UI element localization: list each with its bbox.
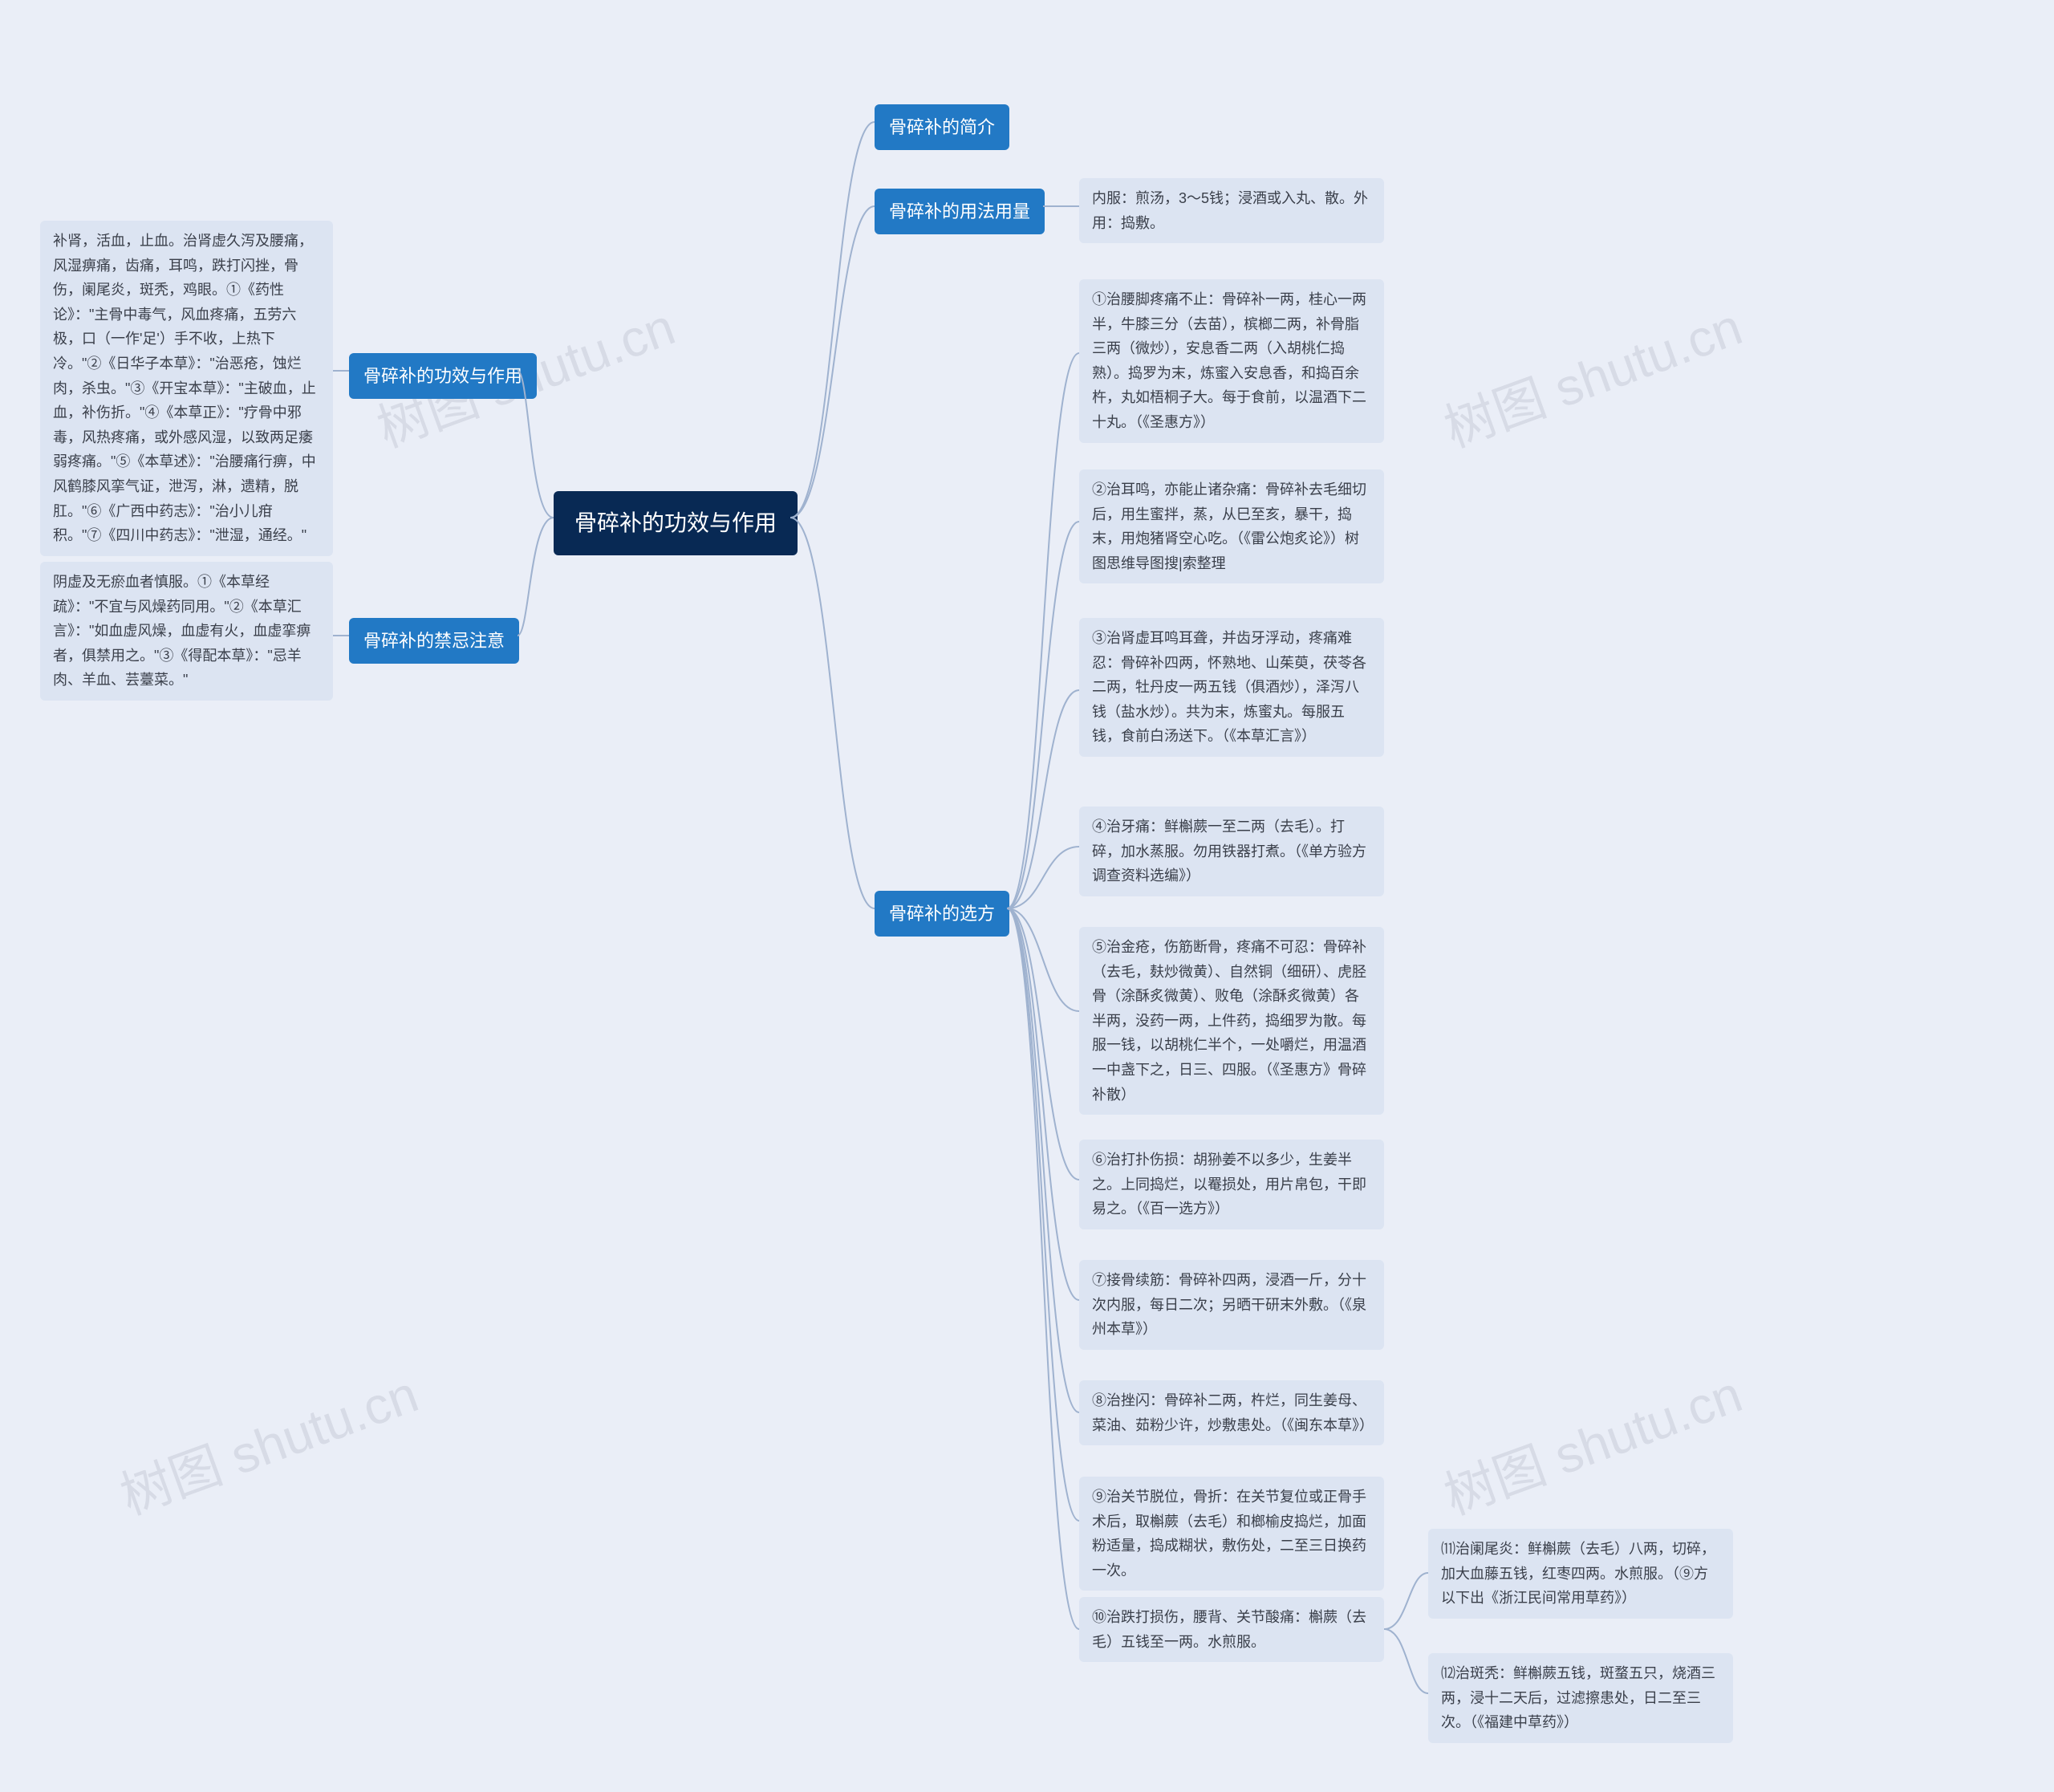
watermark: 树图 shutu.cn	[1433, 286, 1751, 461]
leaf-recipe-6: ⑥治打扑伤损：胡狲姜不以多少，生姜半之。上同捣烂，以罨损处，用片帛包，干即易之。…	[1079, 1140, 1384, 1229]
primary-taboo: 骨碎补的禁忌注意	[349, 618, 519, 664]
primary-intro: 骨碎补的简介	[875, 104, 1009, 150]
primary-effects: 骨碎补的功效与作用	[349, 353, 537, 399]
leaf-recipe-2: ②治耳鸣，亦能止诸杂痛：骨碎补去毛细切后，用生蜜拌，蒸，从巳至亥，暴干，捣末，用…	[1079, 469, 1384, 583]
leaf-recipe-12: ⑿治斑秃：鲜槲蕨五钱，斑蝥五只，烧酒三两，浸十二天后，过滤擦患处，日二至三次。（…	[1428, 1653, 1733, 1743]
leaf-recipe-5: ⑤治金疮，伤筋断骨，疼痛不可忍：骨碎补（去毛，麸炒微黄）、自然铜（细研）、虎胫骨…	[1079, 927, 1384, 1115]
watermark: 树图 shutu.cn	[109, 1353, 427, 1529]
leaf-recipe-8: ⑧治挫闪：骨碎补二两，杵烂，同生姜母、菜油、茹粉少许，炒敷患处。（《闽东本草》）	[1079, 1380, 1384, 1445]
leaf-recipe-9: ⑨治关节脱位，骨折：在关节复位或正骨手术后，取槲蕨（去毛）和榔榆皮捣烂，加面粉适…	[1079, 1477, 1384, 1591]
watermark: 树图 shutu.cn	[1433, 1353, 1751, 1529]
leaf-usage-body: 内服：煎汤，3～5钱；浸酒或入丸、散。外用：捣敷。	[1079, 178, 1384, 243]
leaf-recipe-3: ③治肾虚耳鸣耳聋，并齿牙浮动，疼痛难忍：骨碎补四两，怀熟地、山茱萸，茯苓各二两，…	[1079, 618, 1384, 757]
leaf-taboo-body: 阴虚及无瘀血者慎服。①《本草经疏》："不宜与风燥药同用。"②《本草汇言》："如血…	[40, 562, 333, 701]
primary-usage: 骨碎补的用法用量	[875, 189, 1045, 234]
leaf-effects-body: 补肾，活血，止血。治肾虚久泻及腰痛，风湿痹痛，齿痛，耳鸣，跌打闪挫，骨伤，阑尾炎…	[40, 221, 333, 556]
leaf-recipe-7: ⑦接骨续筋：骨碎补四两，浸酒一斤，分十次内服，每日二次；另晒干研末外敷。（《泉州…	[1079, 1260, 1384, 1350]
root-node: 骨碎补的功效与作用	[554, 491, 798, 555]
leaf-recipe-4: ④治牙痛：鲜槲蕨一至二两（去毛）。打碎，加水蒸服。勿用铁器打煮。（《单方验方调查…	[1079, 807, 1384, 896]
leaf-recipe-11: ⑾治阑尾炎：鲜槲蕨（去毛）八两，切碎，加大血藤五钱，红枣四两。水煎服。（⑨方以下…	[1428, 1529, 1733, 1619]
leaf-recipe-10: ⑩治跌打损伤，腰背、关节酸痛：槲蕨（去毛）五钱至一两。水煎服。	[1079, 1597, 1384, 1662]
primary-recipes: 骨碎补的选方	[875, 891, 1009, 937]
leaf-recipe-1: ①治腰脚疼痛不止：骨碎补一两，桂心一两半，牛膝三分（去苗），槟榔二两，补骨脂三两…	[1079, 279, 1384, 443]
